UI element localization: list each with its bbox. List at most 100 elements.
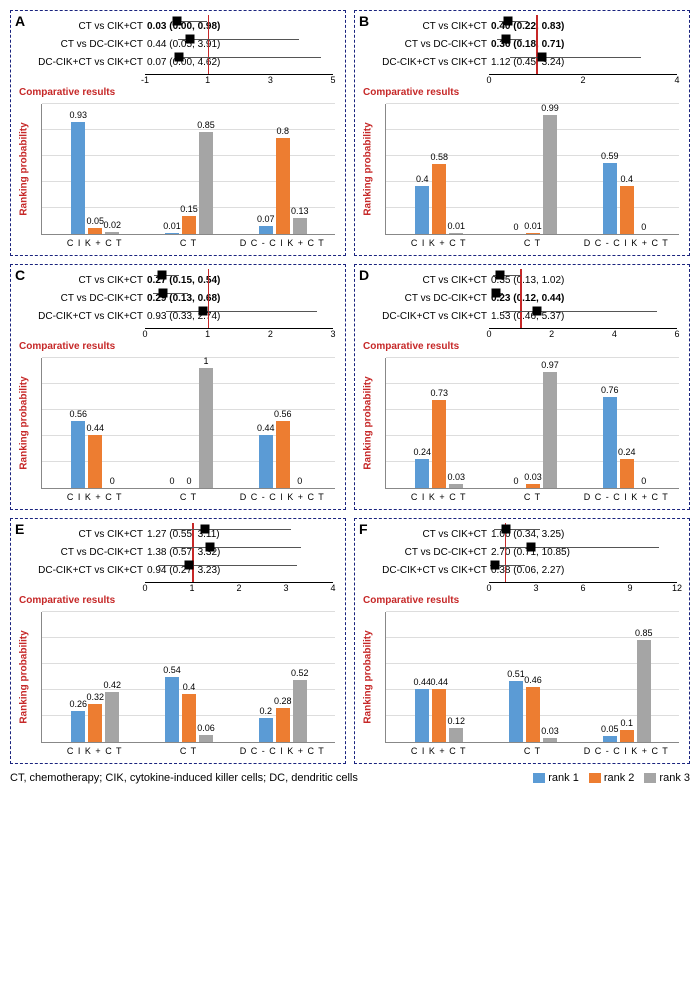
bar-value: 0.32 bbox=[87, 692, 105, 702]
bar-group: 0.010.150.85 bbox=[165, 132, 213, 234]
comparative-results-label: Comparative results bbox=[363, 341, 683, 352]
bar-value: 0.03 bbox=[448, 472, 466, 482]
grid-line bbox=[42, 357, 335, 358]
forest-axis bbox=[145, 328, 333, 329]
bar-value: 0.07 bbox=[257, 214, 275, 224]
bar-rank1: 0.44 bbox=[415, 689, 429, 742]
comparative-results-label: Comparative results bbox=[19, 87, 339, 98]
bar-value: 0.1 bbox=[621, 718, 634, 728]
bar-rank2: 0.56 bbox=[276, 421, 290, 488]
ci-line bbox=[500, 547, 659, 548]
ci-line bbox=[510, 57, 641, 58]
ci-line bbox=[172, 547, 301, 548]
grid-line bbox=[386, 611, 679, 612]
x-category-label: C T bbox=[180, 492, 197, 502]
x-category-label: C T bbox=[180, 238, 197, 248]
bar-rank3: 0.85 bbox=[637, 640, 651, 742]
point-estimate bbox=[185, 561, 194, 570]
forest-plot: 0 2 4 bbox=[489, 15, 677, 85]
point-estimate bbox=[537, 53, 546, 62]
bar-value: 0.44 bbox=[257, 423, 275, 433]
bar-value: 0.2 bbox=[260, 706, 273, 716]
point-estimate bbox=[205, 543, 214, 552]
bar-rank2: 0.58 bbox=[432, 164, 446, 234]
legend-item-1: rank 1 bbox=[533, 772, 579, 784]
bar-rank3: 0.01 bbox=[449, 233, 463, 234]
legend: rank 1 rank 2 rank 3 bbox=[533, 772, 690, 784]
x-category-label: C I K + C T bbox=[67, 746, 123, 756]
bar-value: 0.44 bbox=[431, 677, 449, 687]
bar-rank2: 0.44 bbox=[432, 689, 446, 742]
bar-value: 0.44 bbox=[87, 423, 105, 433]
bar-group: 0.590.40 bbox=[603, 163, 651, 234]
bar-value: 0.01 bbox=[524, 221, 542, 231]
bar-rank3: 0.85 bbox=[199, 132, 213, 234]
bar-group: 0.260.320.42 bbox=[71, 692, 119, 742]
swatch-rank3 bbox=[644, 773, 656, 783]
ranking-bar-chart: Ranking probability0.40.580.01C I K + C … bbox=[385, 104, 679, 235]
bar-rank3: 0.06 bbox=[199, 735, 213, 742]
axis-tick: 0 bbox=[486, 75, 491, 85]
comparison-label: DC-CIK+CT vs CIK+CT bbox=[373, 57, 491, 68]
bar-rank2: 0.44 bbox=[88, 435, 102, 488]
panel-B: BCT vs CIK+CT0.40 (0.22, 0.83)CT vs DC-C… bbox=[354, 10, 690, 256]
forest-plot: 036912 bbox=[489, 523, 677, 593]
bar-value: 0.28 bbox=[274, 696, 292, 706]
axis-tick: 1 bbox=[205, 329, 210, 339]
ranking-bar-chart: Ranking probability0.260.320.42C I K + C… bbox=[41, 612, 335, 743]
bar-rank2: 0.24 bbox=[620, 459, 634, 488]
bar-rank1: 0.59 bbox=[603, 163, 617, 234]
point-estimate bbox=[495, 271, 504, 280]
bar-value: 0 bbox=[297, 476, 302, 486]
x-category-label: C I K + C T bbox=[411, 238, 467, 248]
forest-plot: 0123 bbox=[145, 269, 333, 339]
x-category-label: D C - C I K + C T bbox=[584, 492, 669, 502]
ranking-bar-chart: Ranking probability0.440.440.12C I K + C… bbox=[385, 612, 679, 743]
reference-line bbox=[208, 15, 210, 75]
point-estimate bbox=[200, 525, 209, 534]
bar-value: 0.73 bbox=[431, 388, 449, 398]
axis-tick: 12 bbox=[672, 583, 682, 593]
bar-value: 0.44 bbox=[414, 677, 432, 687]
reference-line bbox=[520, 269, 522, 329]
bar-value: 0.59 bbox=[601, 151, 619, 161]
point-estimate bbox=[503, 17, 512, 26]
bar-value: 0.85 bbox=[197, 120, 215, 130]
bar-rank3: 0.42 bbox=[105, 692, 119, 742]
comparative-results-label: Comparative results bbox=[19, 341, 339, 352]
axis-tick: 2 bbox=[580, 75, 585, 85]
bar-value: 0.85 bbox=[635, 628, 653, 638]
bar-rank2: 0.32 bbox=[88, 704, 102, 742]
bar-group: 0.240.730.03 bbox=[415, 400, 463, 488]
axis-tick: 6 bbox=[580, 583, 585, 593]
comparison-label: CT vs CIK+CT bbox=[373, 21, 491, 32]
bar-rank2: 0.28 bbox=[276, 708, 290, 742]
point-estimate bbox=[501, 525, 510, 534]
bar-value: 0.03 bbox=[541, 726, 559, 736]
bar-rank1: 0.76 bbox=[603, 397, 617, 488]
reference-line bbox=[192, 523, 194, 583]
panel-E: ECT vs CIK+CT1.27 (0.55, 3.11)CT vs DC-C… bbox=[10, 518, 346, 764]
bar-group: 0.40.580.01 bbox=[415, 164, 463, 234]
axis-tick: 4 bbox=[674, 75, 679, 85]
bar-rank2: 0.05 bbox=[88, 228, 102, 234]
bar-rank3: 0.52 bbox=[293, 680, 307, 742]
bar-rank3: 0.03 bbox=[543, 738, 557, 742]
bar-value: 0 bbox=[641, 476, 646, 486]
bar-value: 0.56 bbox=[274, 409, 292, 419]
bar-value: 0.13 bbox=[291, 206, 309, 216]
ci-line bbox=[158, 565, 297, 566]
axis-tick: 9 bbox=[627, 583, 632, 593]
axis-tick: 0 bbox=[486, 583, 491, 593]
bar-value: 0 bbox=[514, 476, 519, 486]
grid-line bbox=[42, 103, 335, 104]
comparison-label: CT vs DC-CIK+CT bbox=[373, 39, 491, 50]
bar-value: 0.03 bbox=[524, 472, 542, 482]
bar-group: 0.050.10.85 bbox=[603, 640, 651, 742]
bar-value: 0.4 bbox=[183, 682, 196, 692]
y-axis-label: Ranking probability bbox=[19, 630, 30, 723]
comparative-results-label: Comparative results bbox=[363, 87, 683, 98]
axis-tick: 6 bbox=[674, 329, 679, 339]
bar-value: 0.01 bbox=[448, 221, 466, 231]
bar-value: 0.46 bbox=[524, 675, 542, 685]
